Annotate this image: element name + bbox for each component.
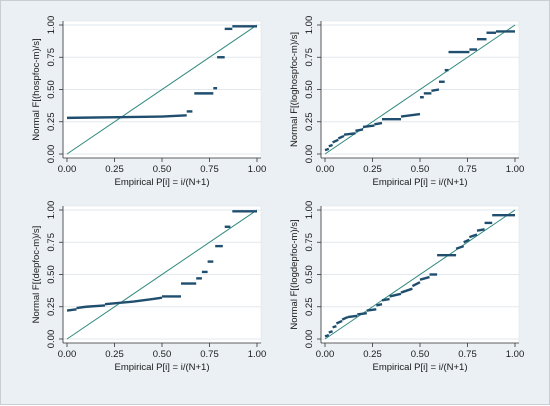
- data-step: [76, 305, 87, 310]
- y-axis-title: Normal F[(depfoc-m)/s]: [31, 226, 42, 324]
- y-tick-label: 1.00: [46, 16, 57, 35]
- x-tick-label: 0.50: [411, 349, 430, 360]
- data-step: [381, 297, 390, 302]
- data-step: [66, 308, 77, 312]
- y-axis-title: Normal F[(hospfoc-m)/s]: [31, 38, 42, 140]
- y-tick-label: 0.75: [304, 233, 315, 252]
- data-step: [161, 114, 187, 118]
- data-step: [133, 297, 153, 303]
- data-step: [476, 228, 485, 232]
- x-tick-label: 0.00: [316, 164, 335, 175]
- x-tick-label: 0.00: [316, 349, 335, 360]
- x-axis-title: Empirical P[i] = i/(N+1): [372, 177, 467, 188]
- data-step: [366, 308, 377, 312]
- y-tick-label: 0.25: [304, 113, 315, 132]
- data-step: [431, 88, 440, 92]
- y-tick-label: 0.00: [46, 145, 57, 164]
- data-step: [463, 238, 470, 244]
- data-step: [343, 132, 356, 136]
- y-tick-label: 0.75: [304, 48, 315, 67]
- data-step: [374, 121, 383, 126]
- x-tick-label: 0.25: [363, 349, 382, 360]
- reference-line: [66, 24, 258, 155]
- x-tick-label: 0.25: [105, 349, 124, 360]
- reference-line: [324, 24, 516, 155]
- data-step: [355, 128, 364, 132]
- data-step: [419, 275, 430, 281]
- data-step: [337, 134, 345, 140]
- data-step: [357, 312, 367, 316]
- data-step: [376, 302, 383, 307]
- data-step: [324, 147, 330, 152]
- y-axis-title: Normal F[(logdepfoc-m)/s]: [289, 219, 300, 329]
- x-tick-label: 0.75: [200, 164, 219, 175]
- x-tick-label: 1.00: [506, 164, 525, 175]
- x-axis-title: Empirical P[i] = i/(N+1): [114, 177, 209, 188]
- y-tick-label: 0.25: [46, 113, 57, 132]
- reference-line: [66, 209, 258, 340]
- data-step: [328, 330, 333, 334]
- x-tick-label: 1.00: [506, 349, 525, 360]
- x-axis-title: Empirical P[i] = i/(N+1): [114, 362, 209, 373]
- x-tick-label: 1.00: [248, 349, 267, 360]
- x-tick-label: 0.75: [458, 349, 477, 360]
- data-step: [66, 115, 163, 120]
- reference-line: [324, 209, 516, 340]
- y-tick-label: 0.50: [46, 80, 57, 99]
- data-step: [347, 314, 358, 319]
- x-tick-label: 0.25: [105, 164, 124, 175]
- data-step: [455, 244, 465, 250]
- data-step: [152, 296, 163, 301]
- data-step: [400, 287, 413, 294]
- y-tick-label: 1.00: [46, 201, 57, 220]
- y-tick-label: 0.75: [46, 233, 57, 252]
- x-tick-label: 0.50: [411, 164, 430, 175]
- data-step: [328, 143, 333, 148]
- data-step: [362, 124, 375, 129]
- y-tick-label: 1.00: [304, 16, 315, 35]
- y-tick-label: 0.75: [46, 48, 57, 67]
- data-step: [341, 315, 349, 321]
- data-step: [332, 138, 339, 144]
- data-step: [411, 281, 421, 288]
- y-tick-label: 0.25: [46, 298, 57, 317]
- data-step: [335, 319, 343, 325]
- y-tick-label: 0.00: [304, 330, 315, 349]
- data-step: [400, 112, 421, 118]
- y-tick-label: 0.00: [304, 145, 315, 164]
- y-axis-title: Normal F[(loghospfoc-m)/s]: [289, 32, 300, 147]
- x-tick-label: 0.25: [363, 164, 382, 175]
- data-step: [332, 324, 337, 329]
- data-step: [85, 304, 106, 308]
- data-step: [324, 333, 330, 338]
- x-tick-label: 0.50: [153, 349, 172, 360]
- x-axis-title: Empirical P[i] = i/(N+1): [372, 362, 467, 373]
- data-step: [104, 300, 134, 306]
- y-tick-label: 0.25: [304, 298, 315, 317]
- x-tick-label: 0.75: [200, 349, 219, 360]
- data-step: [469, 233, 478, 239]
- y-tick-label: 1.00: [304, 201, 315, 220]
- data-step: [389, 292, 402, 298]
- x-tick-label: 0.75: [458, 164, 477, 175]
- x-tick-label: 0.00: [58, 164, 77, 175]
- x-tick-label: 0.00: [58, 349, 77, 360]
- y-tick-label: 0.50: [46, 265, 57, 284]
- x-tick-label: 0.50: [153, 164, 172, 175]
- y-tick-label: 0.50: [304, 265, 315, 284]
- x-tick-label: 1.00: [248, 164, 267, 175]
- y-tick-label: 0.50: [304, 80, 315, 99]
- y-tick-label: 0.00: [46, 330, 57, 349]
